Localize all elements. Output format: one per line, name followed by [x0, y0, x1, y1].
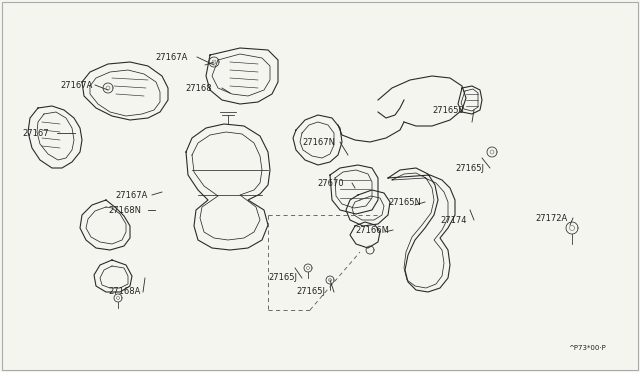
- Text: 27168A: 27168A: [108, 288, 140, 296]
- Text: 27167: 27167: [22, 128, 49, 138]
- Text: 27166M: 27166M: [355, 225, 389, 234]
- Text: 27174: 27174: [440, 215, 467, 224]
- Text: ^P73*00·P: ^P73*00·P: [568, 345, 605, 351]
- Text: 27167N: 27167N: [302, 138, 335, 147]
- Text: 27165J: 27165J: [455, 164, 484, 173]
- Text: 27165N: 27165N: [388, 198, 421, 206]
- Text: 27168N: 27168N: [108, 205, 141, 215]
- Text: 27168: 27168: [185, 83, 212, 93]
- Text: 271650: 271650: [432, 106, 464, 115]
- Text: 27670: 27670: [317, 179, 344, 187]
- Text: 27165J: 27165J: [296, 288, 325, 296]
- Text: 27172A: 27172A: [535, 214, 567, 222]
- Text: 27167A: 27167A: [115, 190, 147, 199]
- Text: 27165J: 27165J: [268, 273, 297, 282]
- Text: 27167A: 27167A: [60, 80, 92, 90]
- Text: 27167A: 27167A: [155, 52, 188, 61]
